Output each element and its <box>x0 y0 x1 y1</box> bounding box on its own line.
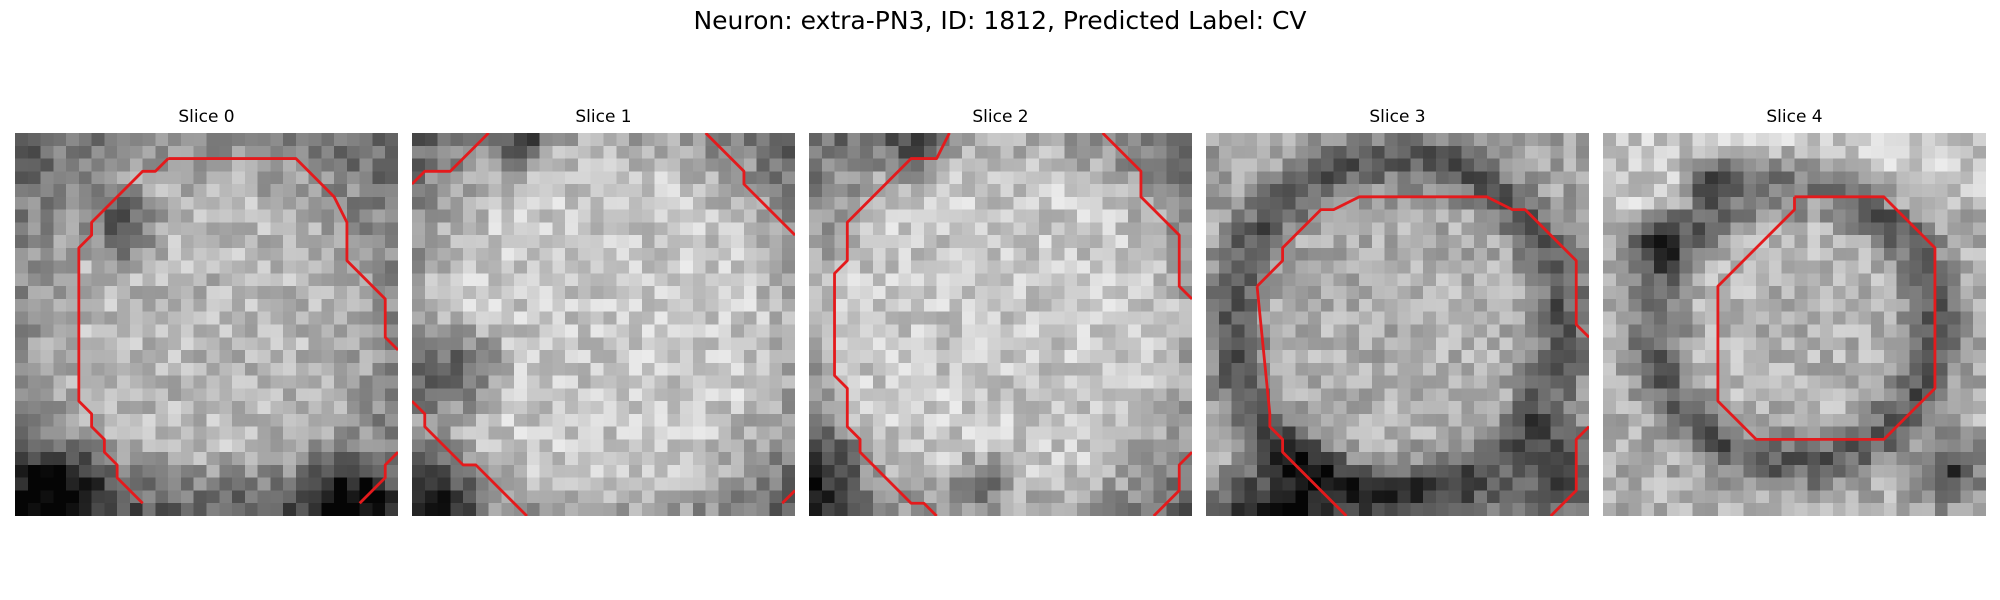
segmentation-contour <box>704 133 795 237</box>
slice-panel-4: Slice 4 <box>1603 107 1986 516</box>
slice-title: Slice 3 <box>1369 107 1426 127</box>
segmentation-contour <box>77 157 170 505</box>
segmentation-contour <box>833 133 951 516</box>
segmentation-contour <box>1152 451 1192 516</box>
segmentation-contour <box>1255 286 1348 516</box>
slice-panel-0: Slice 0 <box>15 107 398 516</box>
segmentation-contour <box>1256 195 1589 339</box>
segmentation-contour <box>781 489 795 505</box>
microscopy-image <box>1206 133 1589 516</box>
microscopy-image <box>1603 133 1986 516</box>
segmentation-contour <box>1549 425 1589 516</box>
segmentation-contour <box>1716 195 1937 441</box>
microscopy-image <box>412 133 795 516</box>
segmentation-contour <box>358 451 398 505</box>
microscopy-image <box>15 133 398 516</box>
slice-title: Slice 4 <box>1766 107 1823 127</box>
slice-title: Slice 0 <box>178 107 235 127</box>
segmentation-contour <box>168 157 398 352</box>
microscopy-image <box>809 133 1192 516</box>
segmentation-contour <box>412 400 528 516</box>
slice-title: Slice 1 <box>575 107 632 127</box>
segmentation-contour <box>1101 133 1192 300</box>
figure-title: Neuron: extra-PN3, ID: 1812, Predicted L… <box>693 6 1307 35</box>
slice-panel-3: Slice 3 <box>1206 107 1589 516</box>
slice-title: Slice 2 <box>972 107 1029 127</box>
slice-panel-2: Slice 2 <box>809 107 1192 516</box>
slice-panel-1: Slice 1 <box>412 107 795 516</box>
segmentation-contour <box>412 133 490 186</box>
